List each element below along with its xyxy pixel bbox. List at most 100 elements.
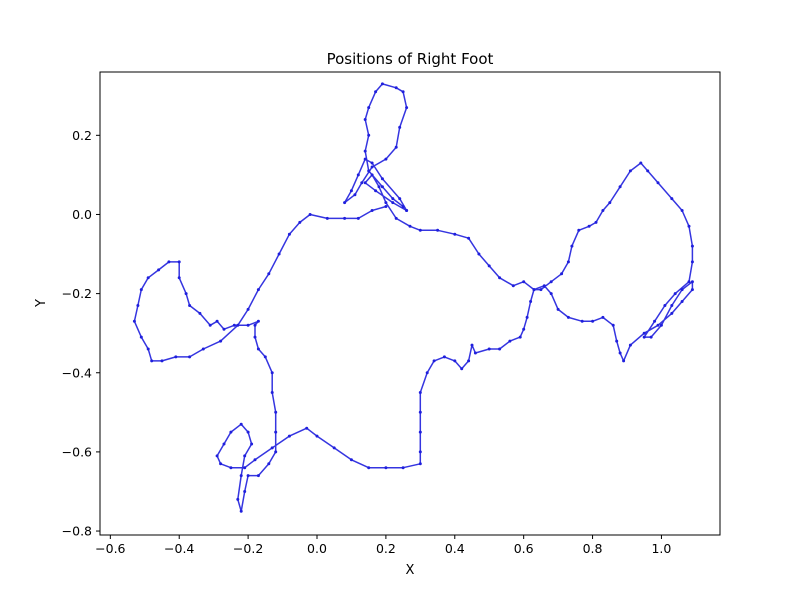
data-point xyxy=(267,462,271,466)
data-point xyxy=(308,213,312,216)
data-point xyxy=(243,466,247,470)
data-point xyxy=(215,319,219,323)
data-point xyxy=(332,446,336,450)
data-point xyxy=(467,359,471,363)
data-point xyxy=(256,474,260,478)
data-point xyxy=(670,197,674,201)
data-point xyxy=(236,323,240,327)
data-point xyxy=(670,304,674,307)
data-point xyxy=(229,430,233,434)
data-point xyxy=(160,359,164,363)
data-point xyxy=(487,264,491,268)
data-point xyxy=(219,462,223,466)
plot-frame xyxy=(99,71,721,536)
data-point xyxy=(349,458,353,462)
data-point xyxy=(267,272,271,276)
chart-title: Positions of Right Foot xyxy=(327,50,494,68)
data-point xyxy=(453,359,457,363)
data-point xyxy=(229,466,233,470)
data-point xyxy=(343,216,347,220)
data-point xyxy=(219,339,223,343)
data-point xyxy=(370,173,374,177)
data-point xyxy=(367,133,371,137)
data-point xyxy=(680,288,684,292)
data-point xyxy=(370,209,374,212)
data-point xyxy=(401,466,405,470)
data-point xyxy=(380,177,384,181)
data-point xyxy=(601,209,605,212)
data-point xyxy=(236,497,240,501)
data-point xyxy=(460,367,464,371)
data-point xyxy=(384,466,388,470)
data-point xyxy=(653,319,657,323)
data-point xyxy=(198,311,202,315)
data-point xyxy=(384,201,388,205)
data-point xyxy=(363,157,367,161)
data-point xyxy=(325,216,329,220)
data-point xyxy=(177,276,181,280)
data-point xyxy=(239,422,243,426)
data-point xyxy=(222,442,226,446)
x-axis-ticks: −0.6 −0.4 −0.2 0.0 0.2 0.4 0.6 0.8 1.0 xyxy=(95,535,671,556)
data-point xyxy=(549,292,553,296)
data-point xyxy=(132,319,136,323)
y-tick-label: −0.2 xyxy=(62,286,92,301)
data-point xyxy=(370,161,374,165)
x-tick-label: −0.2 xyxy=(233,541,263,556)
y-tick-label: −0.8 xyxy=(62,524,92,539)
data-point xyxy=(253,323,257,327)
x-tick-label: −0.6 xyxy=(95,541,125,556)
data-point xyxy=(274,450,278,454)
data-point xyxy=(408,224,412,228)
data-point xyxy=(663,304,667,307)
data-point xyxy=(394,86,398,90)
data-point xyxy=(570,244,574,248)
y-tick-label: −0.4 xyxy=(62,365,92,380)
data-point xyxy=(508,339,512,343)
data-point xyxy=(353,193,357,197)
data-point xyxy=(659,323,663,327)
data-point xyxy=(639,161,643,165)
data-point xyxy=(453,232,457,236)
data-point xyxy=(656,323,660,327)
data-point xyxy=(367,169,371,173)
data-point xyxy=(467,236,471,240)
data-point xyxy=(167,260,171,264)
data-point xyxy=(246,474,250,478)
data-point xyxy=(384,157,388,161)
data-point xyxy=(243,490,247,493)
data-point xyxy=(370,165,374,169)
data-point xyxy=(401,205,405,208)
x-tick-label: 0.0 xyxy=(307,541,327,556)
data-point xyxy=(401,90,405,94)
data-point xyxy=(201,347,205,351)
data-point xyxy=(670,311,674,315)
data-point xyxy=(642,335,646,339)
data-point xyxy=(566,260,570,264)
data-point xyxy=(487,347,491,351)
data-point xyxy=(556,307,560,311)
data-point xyxy=(222,327,226,331)
data-point xyxy=(256,347,260,351)
data-point xyxy=(277,252,281,256)
data-point xyxy=(405,106,409,110)
data-point xyxy=(442,355,446,359)
data-point xyxy=(498,347,502,351)
data-point xyxy=(363,118,367,121)
data-point xyxy=(391,201,395,205)
data-point xyxy=(470,343,474,347)
data-point xyxy=(628,169,632,173)
data-point xyxy=(363,181,367,185)
data-point xyxy=(188,355,192,359)
data-point xyxy=(418,391,422,394)
data-point xyxy=(690,280,694,284)
data-point xyxy=(532,288,536,292)
data-point xyxy=(690,260,694,264)
data-point xyxy=(270,446,274,450)
data-point xyxy=(477,252,481,256)
data-point xyxy=(360,181,364,185)
data-point xyxy=(270,371,274,375)
data-point xyxy=(315,434,319,438)
